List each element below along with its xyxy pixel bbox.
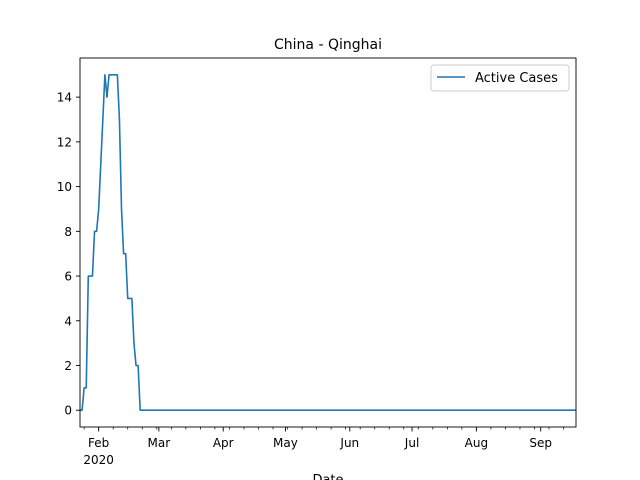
x-tick-label: Jun <box>339 436 359 450</box>
x-tick-sublabel: 2020 <box>83 453 114 467</box>
plot-area <box>79 57 577 428</box>
chart-title: China - Qinghai <box>274 37 382 53</box>
x-axis: Feb 2020 Mar Apr May Jun Jul Aug Sep <box>83 427 564 467</box>
x-tick-label: Feb <box>88 436 109 450</box>
x-tick-label: Aug <box>465 436 488 450</box>
y-tick-label: 6 <box>64 270 72 284</box>
y-tick-label: 14 <box>57 91 72 105</box>
series-line-active-cases <box>80 73 576 412</box>
x-tick-label: Sep <box>529 436 552 450</box>
legend-label: Active Cases <box>475 71 558 86</box>
y-tick-label: 12 <box>57 135 72 149</box>
legend: Active Cases <box>430 64 570 92</box>
x-axis-label: Date <box>312 473 343 480</box>
y-tick-label: 10 <box>57 180 72 194</box>
x-tick-label: Apr <box>213 436 234 450</box>
x-tick-label: Mar <box>148 436 171 450</box>
axes-background <box>80 58 576 427</box>
x-tick-label: May <box>273 436 298 450</box>
y-tick-label: 2 <box>64 359 72 373</box>
y-tick-label: 4 <box>64 314 72 328</box>
legend-frame <box>430 64 570 92</box>
axes-frame <box>79 57 577 428</box>
y-axis: 0 2 4 6 8 10 12 14 <box>57 91 80 418</box>
y-tick-label: 8 <box>64 225 72 239</box>
y-tick-label: 0 <box>64 404 72 418</box>
x-tick-label: Jul <box>404 436 419 450</box>
